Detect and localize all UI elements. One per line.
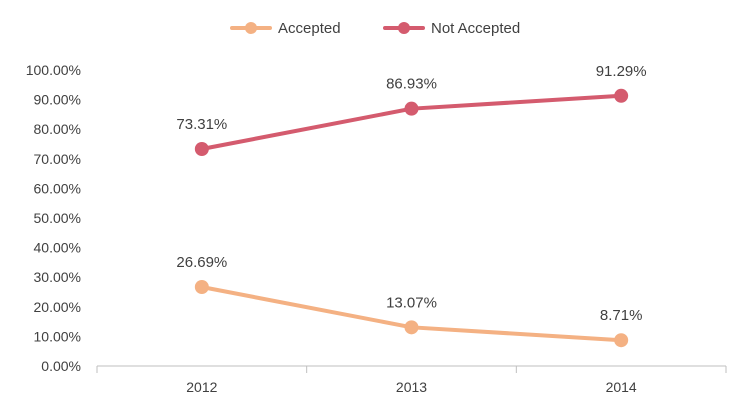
- legend-marker: [398, 22, 410, 34]
- data-point: [614, 333, 629, 348]
- data-point: [404, 320, 419, 335]
- legend-item: Not Accepted: [383, 20, 520, 37]
- x-tick-label: 2014: [606, 379, 637, 395]
- y-tick-label: 70.00%: [34, 151, 81, 167]
- legend-label: Accepted: [278, 20, 341, 37]
- data-point: [404, 101, 419, 116]
- series-0: 26.69% 13.07% 8.71%: [176, 254, 643, 348]
- data-label: 91.29%: [596, 63, 647, 80]
- legend: Accepted Not Accepted: [230, 20, 520, 37]
- data-label: 13.07%: [386, 294, 437, 311]
- y-tick-label: 20.00%: [34, 299, 81, 315]
- legend-marker: [245, 22, 257, 34]
- x-axis: 2012 2013 2014: [96, 365, 727, 395]
- y-axis: 0.00% 10.00% 20.00% 30.00% 40.00% 50.00% 60.00…: [26, 62, 81, 374]
- y-tick-label: 30.00%: [34, 269, 81, 285]
- y-tick-label: 50.00%: [34, 210, 81, 226]
- legend-item: Accepted: [230, 20, 341, 37]
- y-tick-label: 0.00%: [41, 358, 81, 374]
- data-point: [614, 88, 629, 103]
- y-tick-label: 100.00%: [26, 62, 81, 78]
- y-tick-label: 80.00%: [34, 121, 81, 137]
- x-tick-label: 2013: [396, 379, 427, 395]
- data-label: 26.69%: [176, 254, 227, 271]
- data-label: 8.71%: [600, 307, 643, 324]
- y-tick-label: 60.00%: [34, 180, 81, 196]
- series-layer: 26.69% 13.07% 8.71% 73.31% 86.93% 91.29%: [176, 63, 647, 348]
- data-label: 86.93%: [386, 76, 437, 93]
- data-point: [194, 279, 209, 294]
- data-label: 73.31%: [176, 116, 227, 133]
- y-tick-label: 40.00%: [34, 240, 81, 256]
- x-tick-label: 2012: [186, 379, 217, 395]
- y-tick-label: 90.00%: [34, 92, 81, 108]
- data-point: [194, 142, 209, 157]
- series-1: 73.31% 86.93% 91.29%: [176, 63, 647, 157]
- legend-label: Not Accepted: [431, 20, 520, 37]
- y-tick-label: 10.00%: [34, 328, 81, 344]
